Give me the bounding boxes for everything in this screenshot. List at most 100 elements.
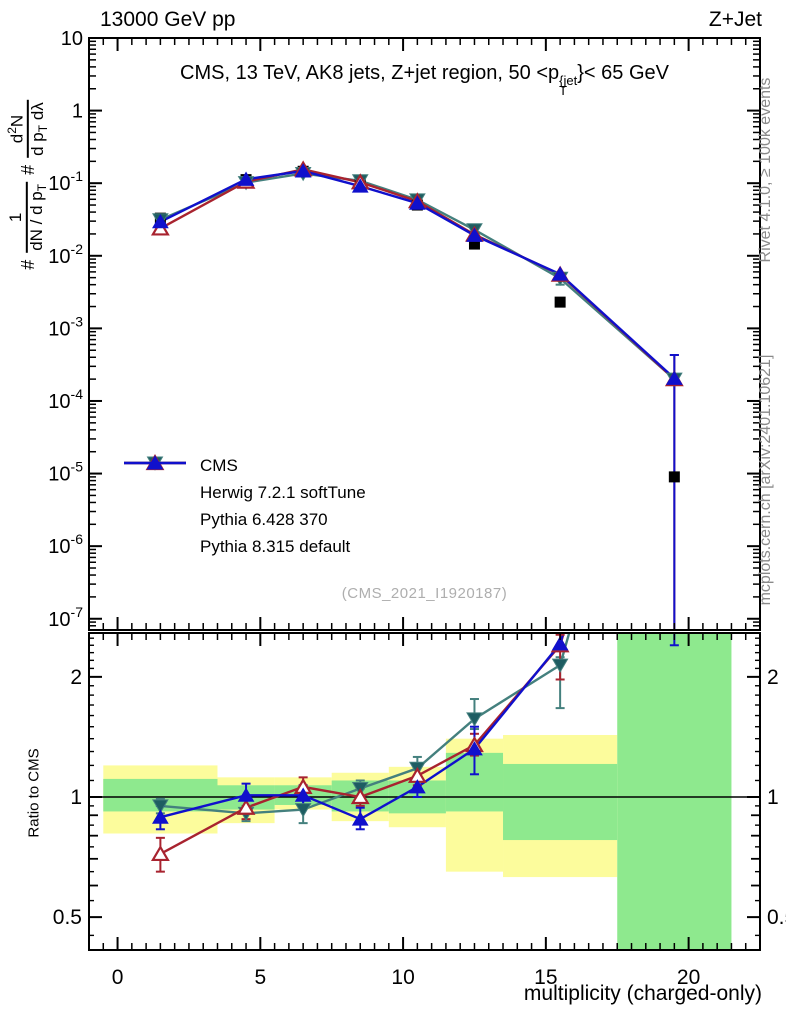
legend-row-pythia8: Pythia 8.315 default [123, 455, 366, 560]
x-tick-label: 10 [391, 966, 414, 989]
data-marker-triangle-down [466, 712, 483, 727]
data-marker-triangle-up [236, 798, 256, 815]
legend-swatch-svg [124, 455, 186, 470]
legend-label-pythia6: Pythia 6.428 370 [200, 509, 328, 529]
x-tick-label: 15 [534, 966, 557, 989]
data-marker-triangle-up [408, 195, 426, 210]
legend-row-herwig: Herwig 7.2.1 softTune [123, 456, 366, 506]
data-marker-triangle-up [294, 163, 312, 178]
data-marker-triangle-up [350, 788, 370, 805]
data-marker-triangle-up [551, 636, 569, 651]
frac2-num-sup: 2 [4, 127, 19, 134]
series-line-pythia [160, 633, 565, 821]
data-marker-triangle-down [667, 255, 682, 268]
data-marker-triangle-up [466, 227, 483, 242]
x-axis-title: multiplicity (charged-only) [523, 982, 762, 1005]
data-marker-square [468, 238, 480, 250]
top-y-tick-label: 10-1 [48, 168, 83, 195]
ratio-y-tick-label-left: 0.5 [53, 906, 82, 929]
data-marker-triangle-down [294, 803, 312, 818]
beam-energy-label: 13000 GeV pp [100, 8, 236, 31]
plot-title-prefix: CMS, 13 TeV, AK8 jets, Z+jet region, 50 … [180, 62, 560, 84]
series-line-herwig [159, 172, 676, 380]
legend-label-herwig: Herwig 7.2.1 softTune [200, 482, 366, 502]
analysis-watermark: (CMS_2021_I1920187) [341, 585, 508, 602]
data-marker-triangle-up [237, 787, 255, 802]
ratio-panel-frame [88, 632, 761, 951]
data-marker-triangle-up [466, 741, 483, 756]
top-y-tick-label: 10-2 [48, 241, 83, 268]
frac2-den-text2: dλ [27, 102, 47, 125]
green-band [503, 763, 618, 841]
data-marker-square [668, 471, 680, 483]
ratio-y-tick-label-right: 1 [767, 786, 779, 809]
legend-row-pythia6: Pythia 6.428 370 [123, 454, 366, 533]
data-marker-square [554, 296, 566, 308]
pythia8-marker-swatch [123, 455, 187, 558]
ratio-y-tick-label-right: 2 [767, 666, 779, 689]
frac1-denominator: dN / d pT [25, 181, 49, 253]
frac2-denominator: d pT dλ [26, 100, 51, 158]
axis-tick-labels: 0 5 10 15 20 10 1 10-1 10-2 10-3 10-4 10-5 10-6 10-7 2… [48, 28, 786, 989]
frac2-den-text: d p [27, 132, 47, 156]
data-marker-triangle-up [146, 455, 164, 470]
ratio-panel-series [150, 254, 682, 873]
ratio-y-tick-label-left: 2 [70, 666, 82, 689]
frac1-den-sub: T [34, 183, 49, 192]
x-tick-label: 20 [677, 966, 700, 989]
plot-title-suffix: }< 65 GeV [577, 62, 669, 84]
ratio-y-tick-label-left: 1 [70, 786, 82, 809]
data-marker-triangle-up [551, 266, 569, 281]
data-marker-triangle-up [150, 844, 170, 862]
data-marker-triangle-up [152, 809, 169, 824]
data-marker-triangle-down [551, 658, 569, 673]
pythia6-marker-swatch [123, 454, 187, 531]
ratio-y-tick-label-right: 0.5 [767, 906, 786, 929]
frac1-numerator: 1 [6, 212, 26, 223]
hash-symbol-2: # [17, 164, 38, 175]
frac2-numerator: d2N [4, 100, 27, 158]
top-panel-series [150, 160, 684, 630]
y-label-fraction-1: 1 dN / d pT [6, 181, 49, 253]
top-y-tick-label: 10-4 [48, 386, 83, 413]
legend-label-cms: CMS [200, 455, 238, 475]
hash-symbol: # [17, 259, 38, 270]
process-label: Z+Jet [708, 8, 762, 31]
data-marker-triangle-up [152, 213, 169, 229]
data-marker-triangle-up [665, 370, 683, 385]
x-tick-label: 0 [112, 966, 124, 989]
top-y-tick-label: 10-7 [48, 604, 83, 631]
green-band [617, 633, 732, 950]
legend: CMS Herwig 7.2.1 softTune Pythia 6.428 3… [123, 452, 366, 560]
data-marker-triangle-up [667, 254, 682, 267]
data-marker-triangle-up [667, 254, 682, 267]
frac1-den-text: dN / d p [26, 191, 46, 251]
legend-label-pythia8: Pythia 8.315 default [200, 536, 351, 556]
data-marker-triangle-down [152, 799, 169, 814]
series-line-pythia [159, 169, 676, 380]
top-y-tick-label: 10-5 [48, 459, 83, 486]
top-panel-frame [88, 37, 761, 631]
data-marker-triangle-up [294, 787, 312, 802]
top-y-tick-label: 10-6 [48, 531, 83, 558]
series-line-herwig [160, 633, 571, 815]
herwig-marker-swatch [123, 456, 187, 504]
y-label-fraction-2: d2N d pT dλ [4, 100, 51, 158]
top-y-tick-label: 10-3 [48, 313, 83, 340]
axis-ticks [89, 37, 760, 950]
data-marker-triangle-up [408, 779, 426, 794]
data-marker-triangle-up [237, 171, 255, 186]
plot-title-supsub: {jet T [559, 73, 578, 99]
top-y-tick-label: 10 [61, 28, 83, 50]
frac2-num-text: d [7, 133, 27, 144]
plot-title-sup: {jet [559, 73, 578, 88]
data-marker-triangle-up [351, 811, 369, 826]
top-y-tick-label: 1 [72, 101, 83, 123]
plot-title: CMS, 13 TeV, AK8 jets, Z+jet region, 50 … [89, 62, 760, 99]
frac2-num-text2: N [7, 114, 27, 128]
plot-title-sub: T [559, 83, 568, 99]
data-marker-triangle-up [351, 178, 369, 193]
frac2-den-sub: T [36, 124, 51, 133]
